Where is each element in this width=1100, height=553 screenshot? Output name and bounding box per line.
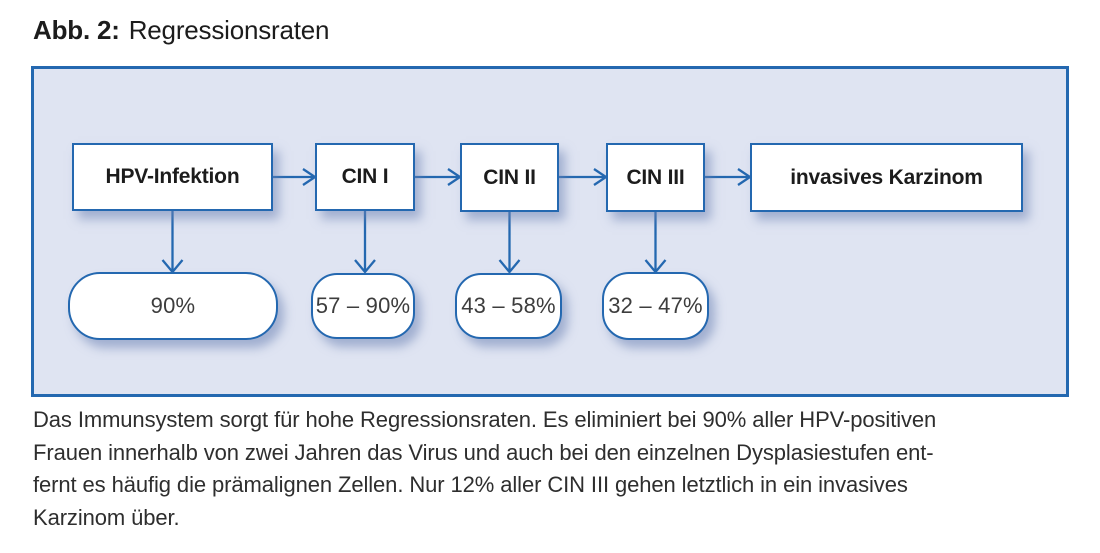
rate-pill-hpv-infektion: 90%	[68, 272, 278, 340]
stage-box-cin-3: CIN III	[606, 143, 705, 212]
rate-pill-cin-2: 43 – 58%	[455, 273, 562, 339]
stage-label: CIN III	[626, 165, 685, 189]
figure-title-text: Regressionsraten	[128, 15, 330, 45]
rate-pill-cin-1: 57 – 90%	[311, 273, 415, 339]
figure-title: Abb. 2: Regressionsraten	[33, 15, 329, 46]
diagram-panel: HPV-Infektion CIN I CIN II CIN III invas…	[31, 66, 1069, 397]
flow-arrows-svg	[161, 168, 753, 274]
stage-box-hpv-infektion: HPV-Infektion	[72, 143, 273, 211]
caption-line: Frauen innerhalb von zwei Jahren das Vir…	[33, 439, 934, 465]
rate-value: 43 – 58%	[461, 293, 556, 318]
stage-label: CIN I	[341, 165, 389, 188]
rate-value: 90%	[150, 293, 196, 318]
stage-label: invasives Karzinom	[790, 165, 983, 189]
caption-line: Das Immunsystem sorgt für hohe Regressio…	[33, 407, 937, 432]
rate-value: 32 – 47%	[608, 293, 703, 318]
caption-line: Karzinom über.	[33, 504, 180, 530]
arrow-down-icon	[161, 211, 667, 274]
rate-pill-cin-3: 32 – 47%	[602, 272, 709, 340]
figure-caption: Das Immunsystem sorgt für hohe Regressio…	[33, 404, 936, 534]
stage-box-cin-2: CIN II	[460, 143, 559, 212]
caption-line: fernt es häufig die prämalignen Zellen. …	[33, 472, 908, 497]
stage-label: HPV-Infektion	[105, 165, 240, 188]
stage-label: CIN II	[483, 165, 536, 189]
stage-box-cin-1: CIN I	[315, 143, 415, 211]
figure-label: Abb. 2:	[33, 15, 120, 45]
stage-box-invasives-karzinom: invasives Karzinom	[750, 143, 1023, 212]
rate-value: 57 – 90%	[315, 293, 411, 318]
